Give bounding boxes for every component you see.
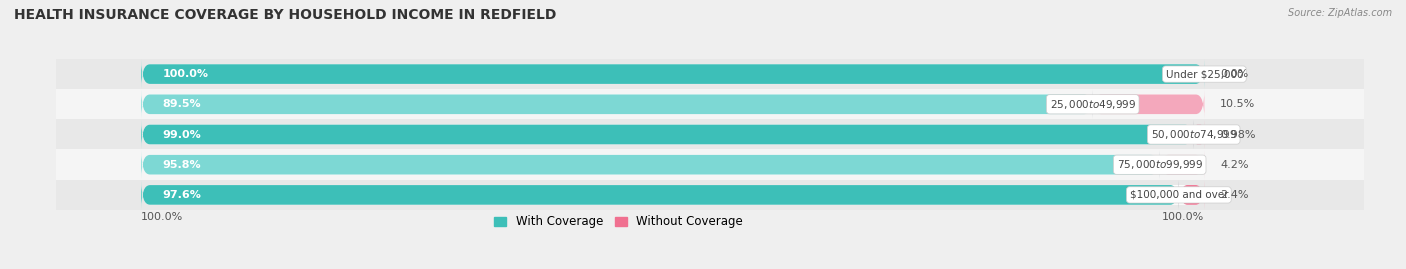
Text: HEALTH INSURANCE COVERAGE BY HOUSEHOLD INCOME IN REDFIELD: HEALTH INSURANCE COVERAGE BY HOUSEHOLD I…: [14, 8, 557, 22]
Text: 2.4%: 2.4%: [1220, 190, 1249, 200]
FancyBboxPatch shape: [141, 60, 1205, 89]
FancyBboxPatch shape: [1178, 180, 1205, 209]
FancyBboxPatch shape: [1194, 120, 1204, 149]
FancyBboxPatch shape: [56, 180, 1364, 210]
FancyBboxPatch shape: [141, 180, 1178, 209]
Text: 97.6%: 97.6%: [163, 190, 201, 200]
FancyBboxPatch shape: [141, 120, 1194, 149]
FancyBboxPatch shape: [141, 150, 1160, 179]
FancyBboxPatch shape: [141, 90, 1092, 119]
Text: 100.0%: 100.0%: [163, 69, 208, 79]
Text: Source: ZipAtlas.com: Source: ZipAtlas.com: [1288, 8, 1392, 18]
Text: 99.0%: 99.0%: [163, 129, 201, 140]
Text: 0.0%: 0.0%: [1220, 69, 1249, 79]
FancyBboxPatch shape: [141, 180, 1205, 209]
FancyBboxPatch shape: [141, 90, 1205, 119]
Text: 10.5%: 10.5%: [1220, 99, 1256, 109]
Legend: With Coverage, Without Coverage: With Coverage, Without Coverage: [495, 215, 742, 228]
Text: 100.0%: 100.0%: [1163, 212, 1205, 222]
FancyBboxPatch shape: [141, 120, 1205, 149]
FancyBboxPatch shape: [56, 89, 1364, 119]
FancyBboxPatch shape: [141, 60, 1205, 89]
FancyBboxPatch shape: [56, 150, 1364, 180]
Text: $75,000 to $99,999: $75,000 to $99,999: [1116, 158, 1204, 171]
FancyBboxPatch shape: [1160, 150, 1205, 179]
Text: $100,000 and over: $100,000 and over: [1129, 190, 1227, 200]
Text: Under $25,000: Under $25,000: [1166, 69, 1243, 79]
FancyBboxPatch shape: [56, 119, 1364, 150]
Text: 4.2%: 4.2%: [1220, 160, 1249, 170]
FancyBboxPatch shape: [56, 59, 1364, 89]
Text: $50,000 to $74,999: $50,000 to $74,999: [1150, 128, 1237, 141]
Text: 0.98%: 0.98%: [1220, 129, 1256, 140]
Text: 95.8%: 95.8%: [163, 160, 201, 170]
Text: 89.5%: 89.5%: [163, 99, 201, 109]
FancyBboxPatch shape: [141, 150, 1205, 179]
FancyBboxPatch shape: [1092, 90, 1205, 119]
Text: 100.0%: 100.0%: [141, 212, 184, 222]
Text: $25,000 to $49,999: $25,000 to $49,999: [1049, 98, 1136, 111]
